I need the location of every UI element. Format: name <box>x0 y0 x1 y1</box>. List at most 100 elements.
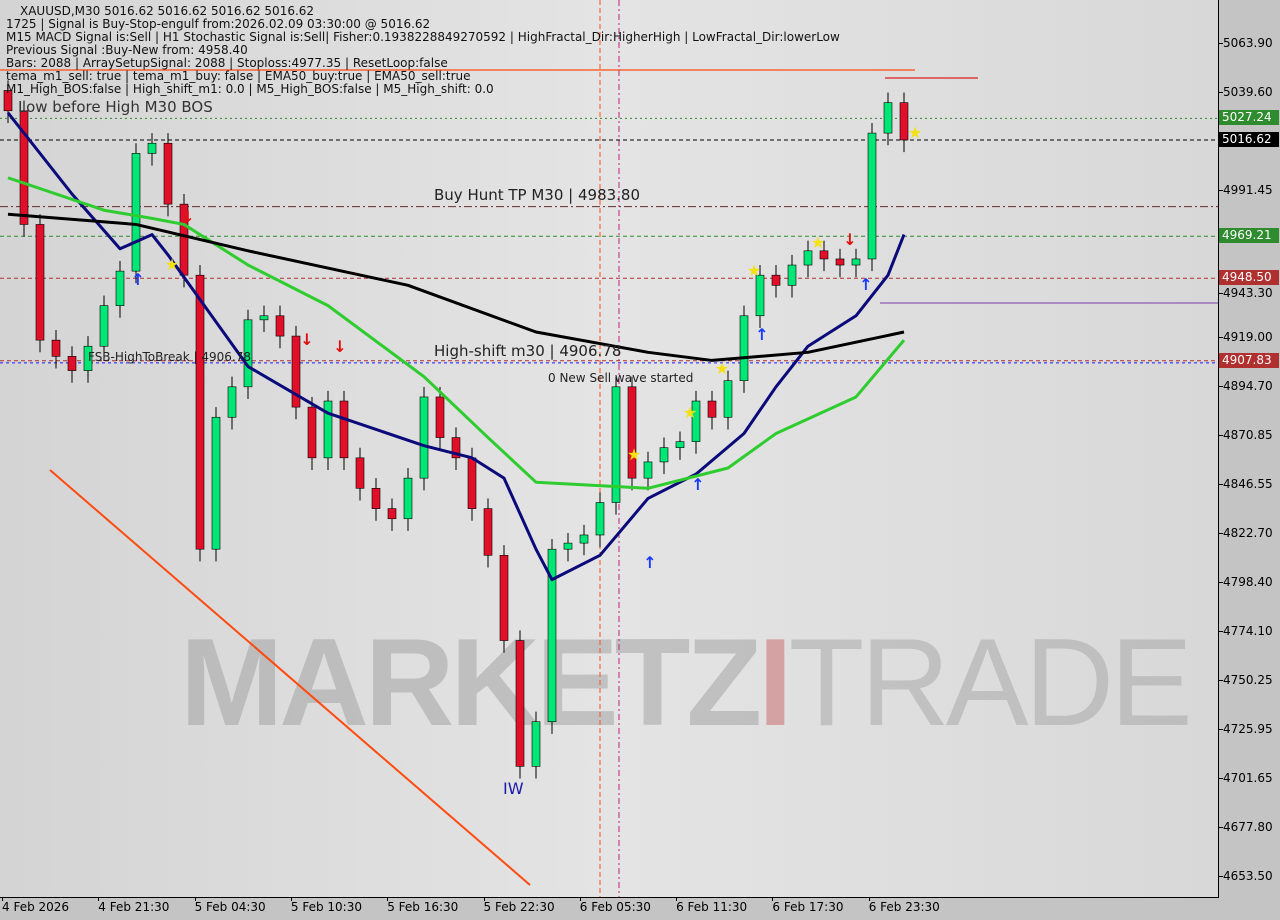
candle-body <box>771 274 781 286</box>
buy-arrow-icon: ↑ <box>131 270 144 289</box>
price-tick: 4798.40 <box>1219 574 1273 589</box>
candle-body <box>51 339 61 357</box>
candle-body <box>291 335 301 408</box>
candle-body <box>323 400 333 459</box>
candle-body <box>675 441 685 449</box>
time-tick: 6 Feb 05:30 <box>579 897 651 914</box>
price-tick: 4822.70 <box>1219 525 1273 540</box>
price-tick: 4870.85 <box>1219 427 1273 442</box>
candle-body <box>83 345 93 371</box>
candle-body <box>691 400 701 442</box>
sell-arrow-icon: ↓ <box>181 207 194 226</box>
moving-average-line <box>7 212 905 362</box>
candle-body <box>355 457 365 489</box>
star-icon: ★ <box>165 255 179 274</box>
high-shift-label: High-shift m30 | 4906.78 <box>434 342 622 360</box>
wave-label: IW <box>503 779 524 798</box>
candle-body <box>227 386 237 418</box>
trend-line <box>49 469 531 886</box>
info-line-1: 1725 | Signal is Buy-Stop-engulf from:20… <box>6 17 431 31</box>
star-icon: ★ <box>627 445 641 464</box>
time-tick: 5 Feb 16:30 <box>387 897 459 914</box>
price-tick: 5063.90 <box>1219 36 1273 50</box>
candle-body <box>275 315 285 337</box>
price-tick: 4677.80 <box>1219 819 1273 834</box>
candle-body <box>243 319 253 388</box>
price-tick: 4701.65 <box>1219 771 1273 786</box>
price-level-badge: 4969.21 <box>1219 228 1279 244</box>
candle-body <box>35 224 45 341</box>
buy-arrow-icon: ↑ <box>643 553 656 572</box>
star-icon: ★ <box>747 261 761 280</box>
price-level-badge: 4907.83 <box>1219 352 1279 368</box>
time-axis[interactable]: 4 Feb 2026 4 Feb 21:30 5 Feb 04:30 5 Feb 10… <box>0 897 1218 920</box>
candle-body <box>755 274 765 317</box>
candle-body <box>467 457 477 509</box>
price-tick: 4894.70 <box>1219 379 1273 394</box>
candle-body <box>211 416 221 550</box>
candle-body <box>403 477 413 520</box>
candle-body <box>307 406 317 459</box>
low-before-high-label: Low before High M30 BOS <box>18 98 213 116</box>
candle-body <box>659 447 669 463</box>
candle-body <box>339 400 349 459</box>
time-tick: 5 Feb 04:30 <box>194 897 266 914</box>
time-tick: 6 Feb 23:30 <box>868 897 940 914</box>
time-tick: 6 Feb 11:30 <box>676 897 748 914</box>
price-tick: 4943.30 <box>1219 286 1273 301</box>
info-line-4: Bars: 2088 | ArraySetupSignal: 2088 | St… <box>6 56 448 70</box>
candle-body <box>707 400 717 418</box>
candle-body <box>723 380 733 418</box>
candle-body <box>387 508 397 520</box>
sell-arrow-icon: ↓ <box>333 337 346 356</box>
candle-body <box>147 142 157 154</box>
price-tick: 4919.00 <box>1219 330 1273 345</box>
star-icon: ★ <box>908 123 922 142</box>
buy-arrow-icon: ↑ <box>691 475 704 494</box>
candle-body <box>563 542 573 550</box>
buy-arrow-icon: ↑ <box>859 275 872 294</box>
star-icon: ★ <box>715 359 729 378</box>
price-axis[interactable]: 5027.24 5016.62 4969.21 4948.50 4907.83 5063.… <box>1219 0 1280 897</box>
price-level-badge: 4948.50 <box>1219 270 1279 286</box>
moving-average-line <box>6 111 906 582</box>
candle-body <box>819 250 829 260</box>
time-tick: 5 Feb 10:30 <box>290 897 362 914</box>
price-tick: 5039.60 <box>1219 85 1273 100</box>
info-line-3: Previous Signal :Buy-New from: 4958.40 <box>6 43 248 57</box>
candle-body <box>3 90 13 112</box>
candle-body <box>99 305 109 347</box>
price-tick: 4774.10 <box>1219 624 1273 639</box>
candle-body <box>531 721 541 767</box>
candle-body <box>787 264 797 286</box>
fsb-label: FSB-HighToBreak | 4906.78 <box>88 350 251 364</box>
chart-canvas: ↑ ↓ ↓ ↓ ↑ ↑ ↑ ↓ ↑ ★ ★ ★ ★ ★ ★ ★ <box>0 0 1218 897</box>
price-tick: 4750.25 <box>1219 672 1273 687</box>
candle-body <box>611 386 621 503</box>
price-tick: 4653.50 <box>1219 868 1273 883</box>
candle-body <box>803 250 813 266</box>
chart-plot-area[interactable]: MARKETZITRADE ↑ ↓ ↓ ↓ ↑ ↑ ↑ ↓ ↑ ★ ★ ★ ★ ★ ★ ★ XAUUSD,M3… <box>0 0 1219 898</box>
sell-arrow-icon: ↓ <box>300 330 313 349</box>
candle-body <box>835 258 845 266</box>
candle-body <box>163 142 173 205</box>
candle-body <box>195 274 205 550</box>
candle-body <box>515 640 525 767</box>
candle-body <box>115 270 125 306</box>
price-tick: 4725.95 <box>1219 721 1273 736</box>
candle-body <box>627 386 637 479</box>
candle-body <box>19 110 29 225</box>
candle-body <box>547 548 557 723</box>
buy-arrow-icon: ↑ <box>755 325 768 344</box>
time-tick: 4 Feb 21:30 <box>98 897 170 914</box>
time-tick: 5 Feb 22:30 <box>483 897 555 914</box>
candle-body <box>451 437 461 459</box>
time-tick: 4 Feb 2026 <box>2 897 70 914</box>
info-line-2: M15 MACD Signal is:Sell | H1 Stochastic … <box>6 30 840 44</box>
star-icon: ★ <box>811 233 825 252</box>
candle-body <box>739 315 749 382</box>
candle-body <box>435 396 445 438</box>
symbol-info: XAUUSD,M30 5016.62 5016.62 5016.62 5016.… <box>20 4 315 18</box>
candle-body <box>259 315 269 321</box>
price-tick: 4846.55 <box>1219 477 1273 492</box>
